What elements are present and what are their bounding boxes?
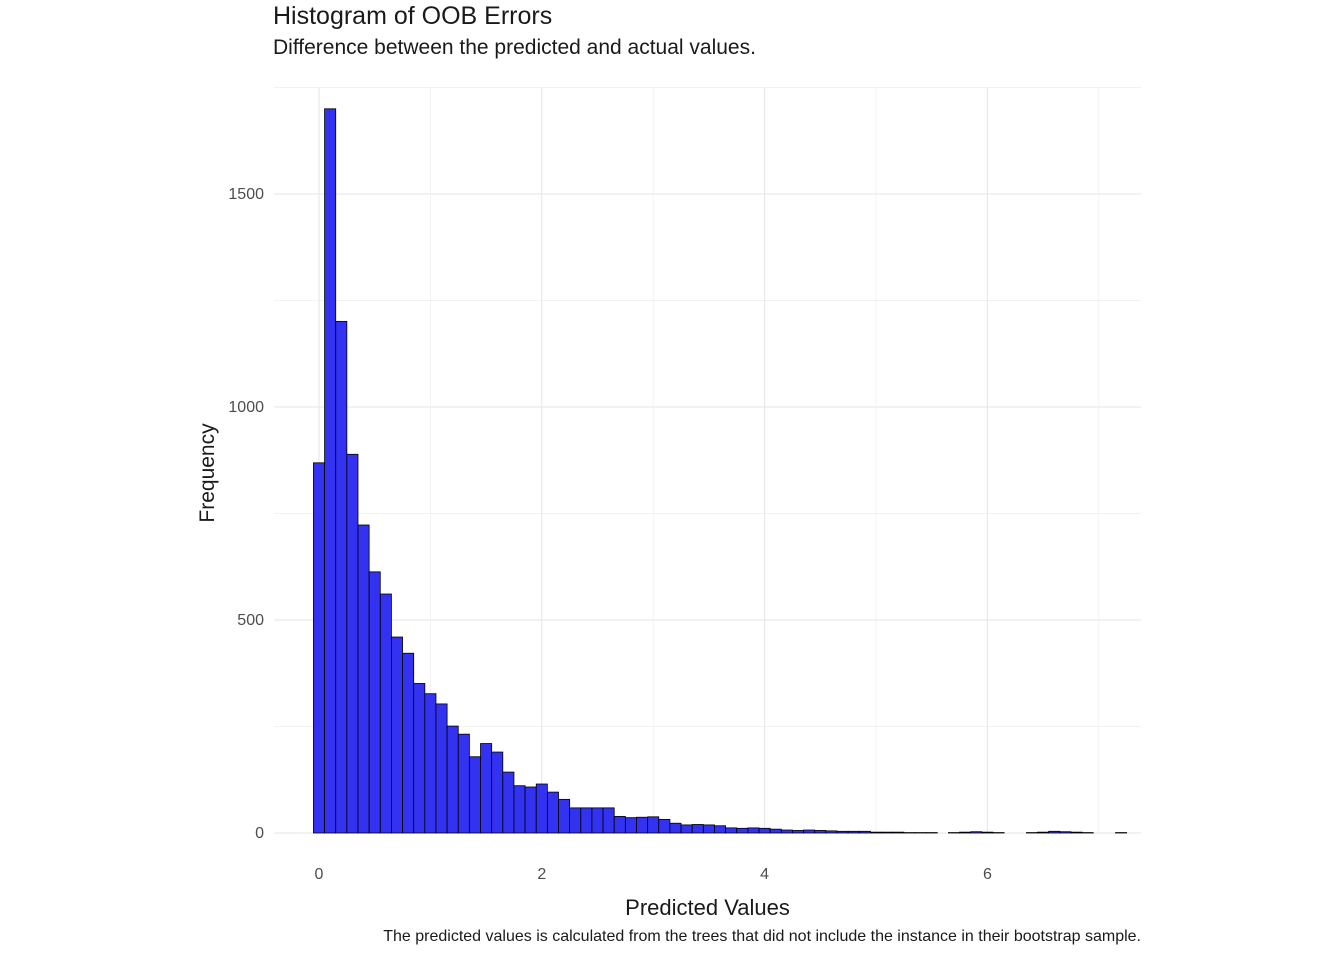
svg-text:0: 0	[315, 866, 324, 883]
svg-text:500: 500	[237, 612, 264, 629]
svg-text:1500: 1500	[228, 186, 264, 203]
svg-text:6: 6	[983, 866, 992, 883]
svg-text:0: 0	[255, 825, 264, 842]
svg-text:1000: 1000	[228, 399, 264, 416]
svg-text:4: 4	[760, 866, 769, 883]
svg-text:2: 2	[537, 866, 546, 883]
